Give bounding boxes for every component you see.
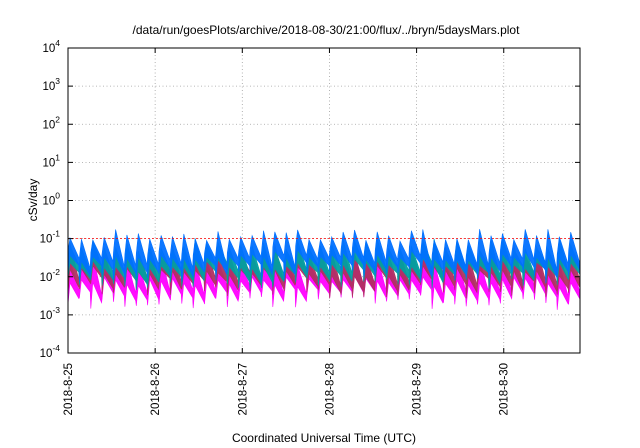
x-tick-label: 2018-8-25 xyxy=(63,363,75,415)
chart-title: /data/run/goesPlots/archive/2018-08-30/2… xyxy=(133,23,521,37)
y-tick-label: 102 xyxy=(42,114,60,131)
grid-layer xyxy=(68,48,580,353)
x-tick-label: 2018-8-27 xyxy=(237,363,249,415)
y-axis-label: cSv/day xyxy=(26,179,40,222)
y-tick-label: 10-3 xyxy=(40,305,61,322)
x-tick-label: 2018-8-29 xyxy=(412,363,424,415)
series-layer xyxy=(67,229,580,310)
flux-band-area xyxy=(67,229,580,284)
x-axis-label: Coordinated Universal Time (UTC) xyxy=(232,431,416,445)
x-tick-label: 2018-8-30 xyxy=(499,363,511,415)
y-tick-label: 10-2 xyxy=(40,267,61,284)
x-tick-label: 2018-8-28 xyxy=(324,363,336,415)
y-tick-label: 100 xyxy=(42,191,60,208)
ticks-layer: 10-4 10-3 10-2 10-1 100 101 102 103 104 2018-8-25… xyxy=(40,38,580,415)
y-tick-label: 10-1 xyxy=(40,229,61,246)
y-tick-label: 10-4 xyxy=(40,343,61,360)
y-tick-label: 104 xyxy=(42,38,60,55)
y-tick-label: 103 xyxy=(42,76,60,93)
x-tick-label: 2018-8-26 xyxy=(150,363,162,415)
y-tick-label: 101 xyxy=(42,152,60,169)
